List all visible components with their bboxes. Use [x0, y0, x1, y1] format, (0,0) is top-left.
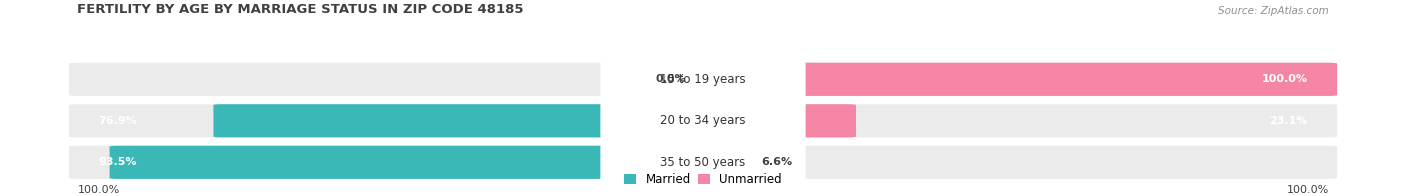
FancyBboxPatch shape	[69, 104, 1337, 137]
FancyBboxPatch shape	[600, 103, 806, 139]
Text: 20 to 34 years: 20 to 34 years	[661, 114, 745, 127]
Text: Source: ZipAtlas.com: Source: ZipAtlas.com	[1218, 6, 1329, 16]
Text: 23.1%: 23.1%	[1270, 116, 1308, 126]
Text: 0.0%: 0.0%	[655, 74, 686, 84]
FancyBboxPatch shape	[600, 145, 806, 180]
Text: 100.0%: 100.0%	[1286, 185, 1329, 195]
Text: 15 to 19 years: 15 to 19 years	[661, 73, 745, 86]
Text: 35 to 50 years: 35 to 50 years	[661, 156, 745, 169]
FancyBboxPatch shape	[69, 146, 1337, 179]
FancyBboxPatch shape	[214, 104, 711, 137]
Text: FERTILITY BY AGE BY MARRIAGE STATUS IN ZIP CODE 48185: FERTILITY BY AGE BY MARRIAGE STATUS IN Z…	[77, 3, 524, 16]
FancyBboxPatch shape	[600, 62, 806, 97]
Text: 100.0%: 100.0%	[1261, 74, 1308, 84]
Text: 76.9%: 76.9%	[98, 116, 138, 126]
Text: 100.0%: 100.0%	[77, 185, 120, 195]
FancyBboxPatch shape	[69, 63, 1337, 96]
FancyBboxPatch shape	[695, 63, 1337, 96]
FancyBboxPatch shape	[110, 146, 711, 179]
Text: 93.5%: 93.5%	[98, 157, 136, 167]
Text: 6.6%: 6.6%	[761, 157, 793, 167]
FancyBboxPatch shape	[695, 146, 752, 179]
FancyBboxPatch shape	[695, 104, 856, 137]
Legend: Married, Unmarried: Married, Unmarried	[624, 173, 782, 186]
